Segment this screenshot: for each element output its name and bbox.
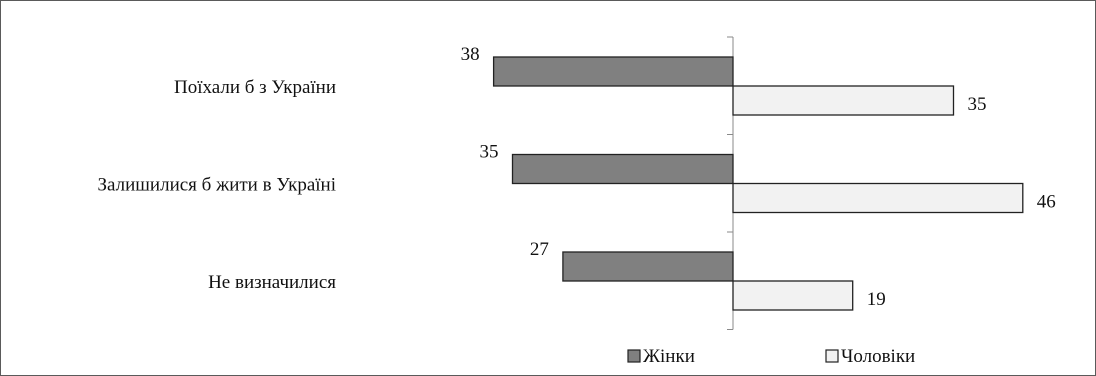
legend-label: Жінки [643,346,695,367]
bar-cholovíky [732,85,955,116]
data-label: 46 [1037,192,1056,213]
bar-cholovíky [732,280,854,311]
bar-cholovíky [732,182,1024,214]
data-label: 38 [461,44,480,65]
category-label: Поїхали б з України [174,77,336,98]
data-label: 19 [867,289,886,310]
data-label: 27 [530,239,549,260]
data-label: 35 [480,142,499,163]
legend-label: Чоловіки [841,346,915,367]
bar-zhinky [492,56,734,87]
legend-swatch [627,349,641,363]
bar-zhinky [562,251,734,282]
data-label: 35 [968,94,987,115]
bar-zhinky [511,153,734,185]
category-label: Залишилися б жити в Україні [98,175,336,196]
legend-swatch [825,349,839,363]
category-label: Не визначилися [208,272,336,293]
